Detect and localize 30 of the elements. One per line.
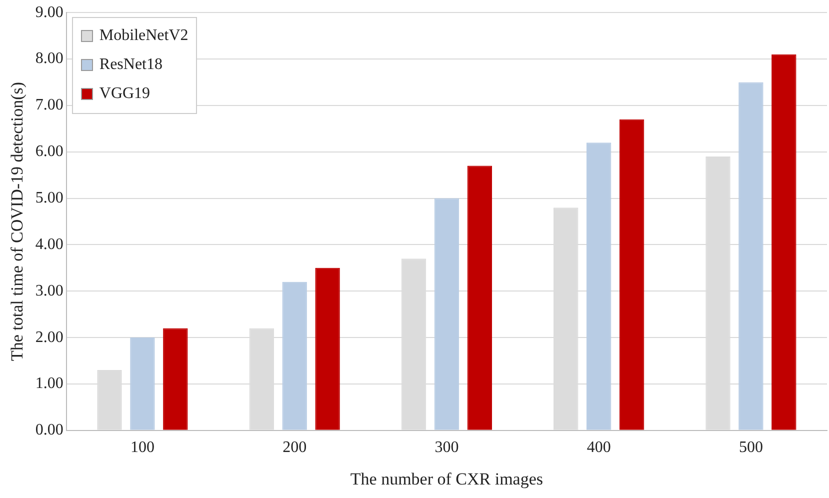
y-tick-label: 9.00	[35, 4, 64, 21]
bar	[434, 198, 460, 430]
bar	[315, 268, 340, 430]
y-tick-label: 0.00	[35, 422, 64, 439]
x-tick-label: 200	[282, 439, 307, 456]
bar	[467, 166, 492, 430]
y-tick-label: 5.00	[35, 189, 64, 206]
bar	[772, 54, 796, 430]
y-tick-label: 4.00	[35, 236, 64, 253]
bar	[163, 328, 188, 430]
y-tick-label: 8.00	[35, 50, 64, 68]
bar	[619, 119, 644, 430]
bar	[586, 142, 612, 430]
x-tick-label: 300	[434, 439, 459, 456]
bar	[130, 338, 155, 430]
y-tick-label: 1.00	[35, 375, 64, 392]
bar	[282, 282, 307, 430]
y-axis-title: The total time of COVID-19 detection(s)	[8, 82, 27, 362]
x-tick-label: 100	[130, 439, 154, 456]
y-tick-label: 6.00	[35, 143, 64, 160]
legend-label: ResNet18	[99, 56, 162, 74]
y-tick-label: 7.00	[35, 96, 64, 114]
legend-label: MobileNetV2	[99, 27, 188, 46]
x-axis-title: The number of CXR images	[350, 469, 544, 488]
y-tick-label: 3.00	[35, 282, 64, 300]
legend-label: VGG19	[99, 85, 150, 104]
bar	[738, 82, 764, 430]
y-tick-label: 2.00	[35, 328, 64, 346]
x-tick-label: 500	[738, 439, 763, 456]
x-tick-label: 400	[586, 439, 611, 456]
